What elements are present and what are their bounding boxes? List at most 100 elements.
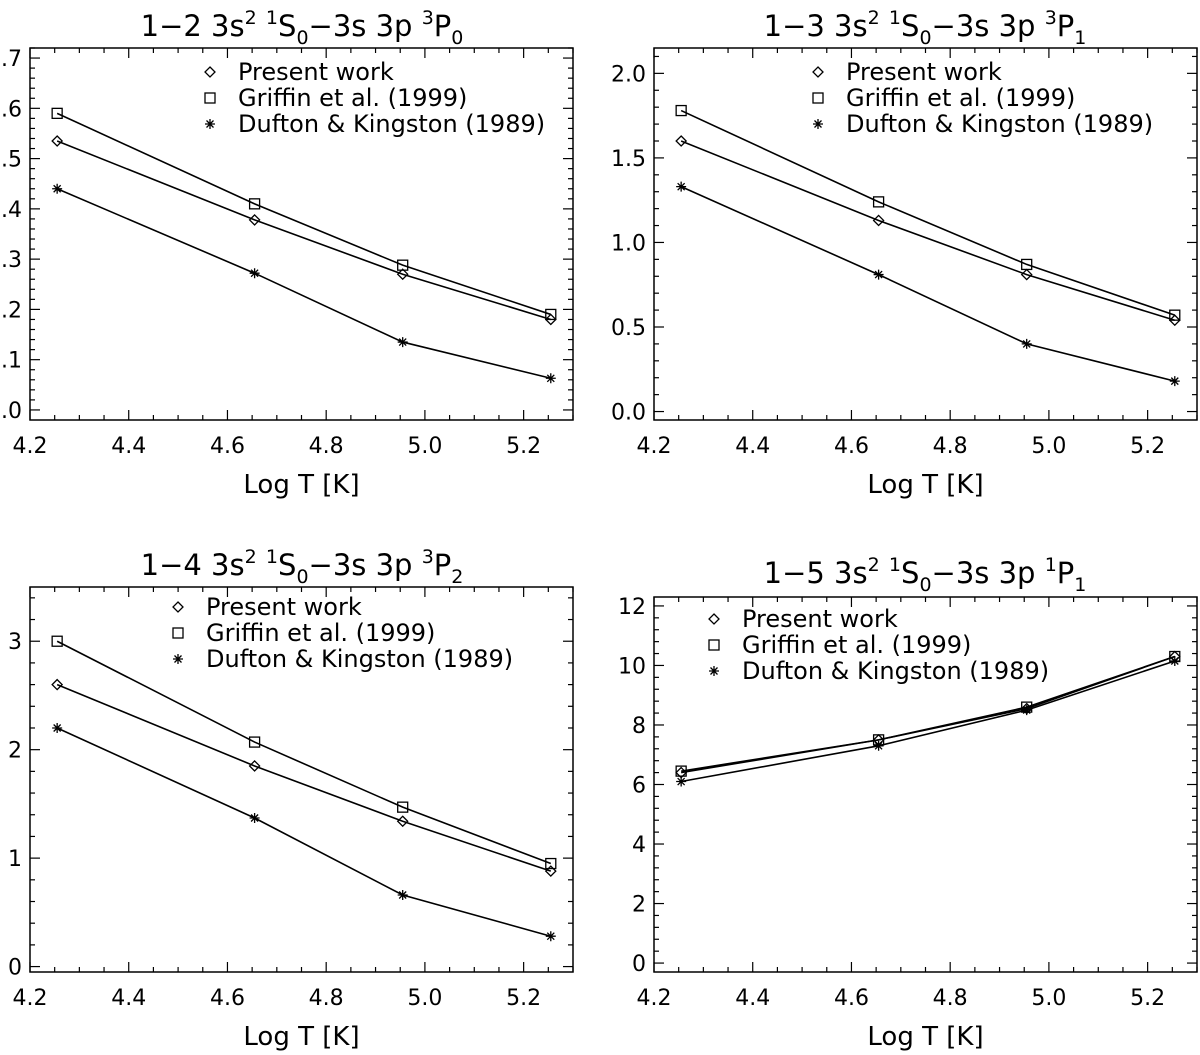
data-point-diamond — [248, 214, 261, 226]
data-point-square — [545, 308, 557, 321]
y-tick-label: 1.0 — [611, 231, 646, 256]
x-tick-label: 5.2 — [1130, 434, 1165, 459]
y-tick-label: 0.7 — [0, 47, 22, 72]
data-point-square — [872, 196, 885, 208]
x-tick-label: 4.4 — [735, 434, 770, 459]
x-axis-label: Log T [K] — [243, 1022, 359, 1052]
series-line-asterisk — [681, 660, 1176, 783]
data-point-diamond — [396, 815, 409, 828]
data-point-asterisk — [1021, 705, 1032, 716]
legend-marker-square — [812, 92, 824, 104]
y-tick-label: 0.2 — [0, 298, 22, 323]
y-tick-label: 2 — [632, 893, 646, 918]
x-tick-label: 5.0 — [407, 986, 442, 1011]
legend-label: Present work — [238, 58, 394, 86]
legend-marker-asterisk — [173, 654, 183, 664]
series-line-asterisk — [56, 188, 551, 380]
data-point-square — [51, 107, 63, 120]
legend-marker-square — [172, 627, 184, 639]
x-axis-label: Log T [K] — [867, 1022, 983, 1052]
legend-marker-asterisk — [709, 666, 719, 676]
x-tick-label: 5.0 — [407, 434, 442, 459]
y-tick-label: 4 — [632, 833, 646, 858]
panel-1-3-transition: 1−3 3s2 1S0−3s 3p 3P1 4.2 4.4 4.6 4.8 5.0 5.2 0… — [611, 7, 1198, 500]
data-point-diamond — [544, 865, 557, 878]
chart-title: 1−2 3s2 1S0−3s 3p 3P0 — [141, 7, 464, 49]
x-tick-label: 4.6 — [210, 434, 245, 459]
data-point-square — [248, 736, 261, 748]
series-line-diamond — [56, 140, 552, 321]
x-tick-label: 4.2 — [637, 986, 672, 1011]
y-tick-label: 2.0 — [611, 62, 646, 87]
x-tick-label: 4.8 — [309, 986, 344, 1011]
y-tick-label: 0.3 — [0, 248, 22, 273]
data-point-diamond — [51, 678, 64, 691]
x-tick-label: 4.4 — [111, 986, 146, 1011]
x-tick-label: 5.2 — [1130, 986, 1165, 1011]
data-point-asterisk — [545, 373, 556, 384]
data-point-square — [675, 104, 687, 117]
series-line-diamond — [56, 683, 552, 872]
y-tick-label: 0 — [632, 952, 646, 977]
y-tick-label: 1 — [8, 847, 22, 872]
legend-marker-diamond — [204, 66, 216, 78]
data-point-asterisk — [873, 740, 884, 751]
chart-title: 1−5 3s2 1S0−3s 3p 1P1 — [764, 554, 1087, 596]
legend-label: Present work — [742, 605, 898, 633]
legend-label: Griffin et al. (1999) — [742, 631, 971, 659]
legend-label: Griffin et al. (1999) — [846, 84, 1075, 112]
x-tick-label: 5.0 — [1031, 434, 1066, 459]
data-point-square — [675, 765, 687, 777]
legend-label: Dufton & Kingston (1989) — [238, 110, 545, 138]
chart-title: 1−4 3s2 1S0−3s 3p 3P2 — [141, 546, 464, 588]
x-tick-label: 4.6 — [834, 986, 869, 1011]
series-line-square — [56, 112, 552, 316]
data-point-square — [1021, 258, 1033, 271]
data-point-diamond — [544, 313, 557, 326]
x-tick-label: 4.8 — [933, 986, 968, 1011]
data-point-asterisk — [545, 931, 556, 942]
x-tick-label: 4.2 — [13, 434, 48, 459]
data-point-asterisk — [397, 890, 408, 900]
x-tick-label: 5.2 — [506, 434, 541, 459]
data-point-square — [545, 857, 557, 870]
y-tick-label: 1.5 — [611, 147, 646, 172]
legend-marker-square — [204, 92, 216, 104]
data-point-asterisk — [1021, 338, 1032, 349]
legend-marker-asterisk — [813, 119, 823, 129]
legend-marker-diamond — [812, 66, 824, 78]
x-tick-label: 4.6 — [210, 986, 245, 1011]
x-tick-label: 4.4 — [735, 986, 770, 1011]
x-tick-label: 4.8 — [309, 434, 344, 459]
y-tick-label: 2 — [8, 739, 22, 764]
series-line-square — [56, 640, 552, 865]
panel-1-5-transition: 1−5 3s2 1S0−3s 3p 1P1 4.2 4.4 4.6 4.8 5.0 5.2 0… — [618, 554, 1198, 1052]
x-tick-label: 4.4 — [111, 434, 146, 459]
y-tick-label: 3 — [8, 630, 22, 655]
y-tick-label: 10 — [618, 654, 646, 679]
data-point-asterisk — [873, 269, 884, 280]
data-point-square — [248, 198, 261, 210]
data-point-diamond — [872, 214, 885, 227]
data-point-diamond — [1020, 268, 1033, 281]
y-tick-label: 0.1 — [0, 349, 22, 374]
series-line-asterisk — [680, 185, 1175, 382]
x-tick-label: 4.8 — [933, 434, 968, 459]
series-line-square — [681, 655, 1176, 772]
data-point-asterisk — [52, 183, 63, 194]
series-line-square — [680, 109, 1176, 316]
series-line-diamond — [680, 140, 1176, 322]
x-tick-label: 4.2 — [13, 986, 48, 1011]
y-tick-label: 0 — [8, 956, 22, 981]
data-point-asterisk — [1169, 655, 1180, 666]
data-point-asterisk — [1169, 376, 1180, 387]
y-tick-label: 0.5 — [0, 148, 22, 173]
data-point-asterisk — [676, 181, 687, 192]
panel-1-2-transition: 1−2 3s2 1S0−3s 3p 3P0 4.2 4.4 4.6 4.8 5.0 5.2 0… — [0, 7, 574, 500]
data-point-diamond — [396, 268, 409, 281]
chart-title: 1−3 3s2 1S0−3s 3p 3P1 — [764, 7, 1087, 49]
data-point-square — [51, 635, 63, 647]
data-point-asterisk — [52, 722, 63, 733]
series-line-asterisk — [56, 727, 552, 937]
